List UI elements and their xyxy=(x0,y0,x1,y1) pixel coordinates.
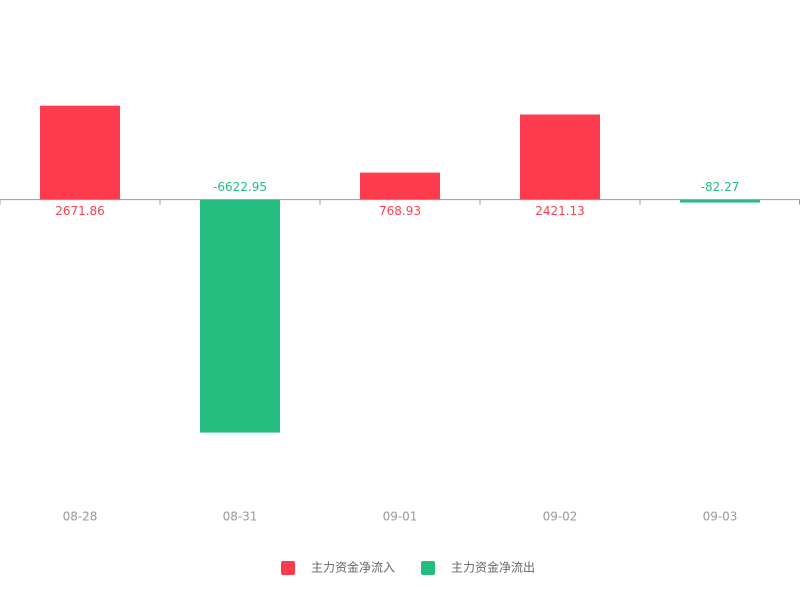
bar xyxy=(360,172,440,200)
legend-swatch xyxy=(421,561,435,575)
legend-label: 主力资金净流出 xyxy=(451,560,535,575)
x-tick-label: 08-31 xyxy=(223,510,258,524)
bar xyxy=(680,199,760,203)
value-label: 768.93 xyxy=(379,204,421,218)
legend-swatch xyxy=(281,561,295,575)
legend-label: 主力资金净流入 xyxy=(311,560,395,575)
bar xyxy=(200,199,280,433)
value-label: 2421.13 xyxy=(535,204,585,218)
bar xyxy=(520,114,600,200)
bar xyxy=(40,105,120,200)
x-tick-label: 09-03 xyxy=(703,510,738,524)
value-label: -6622.95 xyxy=(213,180,267,194)
x-tick-label: 09-02 xyxy=(543,510,578,524)
x-tick-label: 09-01 xyxy=(383,510,418,524)
value-label: 2671.86 xyxy=(55,204,105,218)
x-tick-label: 08-28 xyxy=(63,510,98,524)
value-label: -82.27 xyxy=(701,180,740,194)
